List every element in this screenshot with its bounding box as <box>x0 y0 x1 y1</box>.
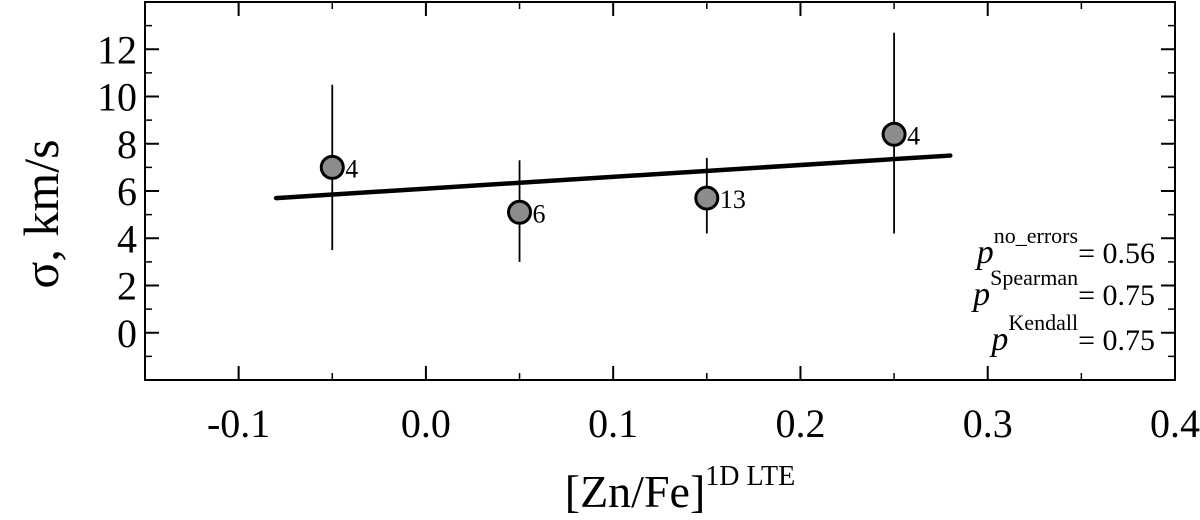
data-point <box>507 199 533 225</box>
stat-no-errors-value: = 0.56 <box>1078 237 1155 270</box>
y-tick-label: 10 <box>97 75 137 120</box>
y-tick-label: 8 <box>117 122 137 167</box>
x-tick-label: 0.3 <box>963 401 1013 446</box>
x-tick-label: 0.1 <box>588 401 638 446</box>
axis-ticks <box>144 1 1176 381</box>
x-axis-label: [Zn/Fe]1D LTE <box>565 461 795 517</box>
stat-kendall-sup: Kendall <box>1008 310 1078 335</box>
y-tick-label: 6 <box>117 169 137 214</box>
stat-kendall: pKendall= 0.75 <box>989 310 1155 358</box>
point-n-label: 4 <box>907 121 920 150</box>
data-points <box>319 121 907 225</box>
data-point <box>319 154 345 180</box>
data-point <box>881 121 907 147</box>
data-point <box>694 185 720 211</box>
point-n-label: 4 <box>345 154 358 183</box>
stat-spearman-sup: Spearman <box>990 265 1078 290</box>
stat-spearman-value: = 0.75 <box>1078 279 1155 312</box>
y-tick-label: 0 <box>117 311 137 356</box>
x-axis-label-main: [Zn/Fe] <box>565 466 706 517</box>
stat-no-errors-sup: no_errors <box>994 223 1078 248</box>
stat-spearman-base: p <box>971 276 990 313</box>
stat-spearman: pSpearman= 0.75 <box>971 265 1155 313</box>
stat-kendall-base: p <box>989 321 1008 358</box>
x-tick-label: 0.4 <box>1150 401 1200 446</box>
fit-line-group <box>273 153 953 201</box>
x-tick-labels: -0.1 0.0 0.1 0.2 0.3 0.4 <box>207 401 1200 446</box>
stat-no-errors: pno_errors= 0.56 <box>975 223 1155 271</box>
y-tick-label: 12 <box>97 27 137 72</box>
point-n-label: 13 <box>720 185 746 214</box>
y-axis-label: σ, km/s <box>13 139 69 288</box>
fit-line <box>273 153 953 201</box>
stats-annotations: pno_errors= 0.56 pSpearman= 0.75 pKendal… <box>971 223 1155 358</box>
point-count-labels: 4 6 13 4 <box>345 121 920 228</box>
x-tick-label: -0.1 <box>207 401 270 446</box>
x-tick-label: 0.2 <box>775 401 825 446</box>
stat-kendall-value: = 0.75 <box>1078 324 1155 357</box>
y-tick-label: 4 <box>117 216 137 261</box>
point-n-label: 6 <box>533 199 546 228</box>
stat-no-errors-base: p <box>975 234 994 271</box>
x-tick-label: 0.0 <box>401 401 451 446</box>
error-bars <box>331 32 895 262</box>
x-axis-label-sup: 1D LTE <box>705 461 795 492</box>
y-tick-label: 2 <box>117 264 137 309</box>
